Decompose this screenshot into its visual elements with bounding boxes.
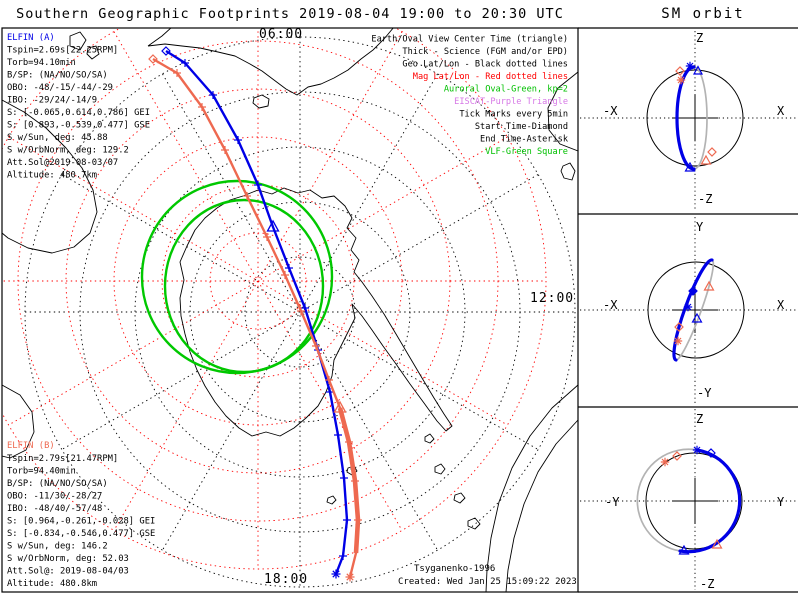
geographic-grid [24, 36, 576, 588]
legend-item: Tick Marks every 5min [459, 110, 568, 120]
elfin-b-panel: ELFIN (B) Tspin=2.79s[21.47RPM] Torb=94.… [7, 441, 155, 589]
legend-item: Geo Lat/Lon - Black dotted lines [402, 60, 568, 70]
legend-item: Start Time-Diamond [475, 122, 568, 132]
axis-label: Z [696, 412, 703, 426]
axis-label: -Z [700, 577, 714, 591]
sm-panel3-markers [660, 445, 723, 555]
legend-item: VLF-Green Square [485, 147, 568, 157]
page-title: Southern Geographic Footprints 2019-08-0… [16, 6, 564, 22]
auroral-oval [140, 179, 334, 375]
track-elfin-a [161, 46, 351, 579]
elfin-b-line: IBO: -48/40/-57/48 [7, 504, 102, 514]
elfin-b-line: Tspin=2.79s[21.47RPM] [7, 454, 118, 464]
coastlines [2, 28, 578, 592]
elfin-b-line: Att.Sol@: 2019-08-04/03 [7, 567, 129, 577]
sm-orbit-panel-xy: Y -X X -Y [580, 217, 797, 404]
elfin-b-line: B/SP: (NA/NO/SO/SA) [7, 479, 108, 489]
elfin-a-line: S w/OrbNorm, deg: 129.2 [7, 146, 129, 156]
elfin-b-line: S w/OrbNorm, deg: 52.03 [7, 554, 129, 564]
elfin-a-line: S: [0.893,-0.539,0.477] GSE [7, 121, 150, 131]
elfin-a-line: Altitude: 480.7km [7, 171, 97, 181]
mlt-label-top: 06:00 [259, 27, 303, 42]
elfin-b-label: ELFIN (B) [7, 441, 55, 451]
magnetic-grid [2, 28, 547, 570]
legend-item: Mag Lat/Lon - Red dotted lines [413, 72, 568, 82]
elfin-a-line: B/SP: (NA/NO/SO/SA) [7, 71, 108, 81]
legend-item: Earth/Oval View Center Time (triangle) [371, 35, 568, 45]
elfin-b-line: S w/Sun, deg: 146.2 [7, 542, 108, 552]
elfin-a-panel: ELFIN (A) Tspin=2.69s[22.25RPM] Torb=94.… [7, 33, 150, 181]
legend-item: EISCAT-Purple Triangle [454, 97, 568, 107]
axis-label: Y [696, 220, 704, 234]
elfin-a-line: IBO: -29/24/-14/9 [7, 96, 97, 106]
axis-label: X [777, 298, 785, 312]
elfin-a-line: S: [-0.065,0.614,0.786] GEI [7, 108, 150, 118]
mlt-label-bottom: 18:00 [264, 572, 308, 587]
axis-label: Y [777, 495, 785, 509]
sm-orbit-panel-xz: Z -X X -Z [580, 31, 797, 211]
elfin-b-line: S: [0.964,-0.261,-0.028] GEI [7, 517, 155, 527]
axis-label: -Y [697, 386, 712, 400]
created-timestamp: Created: Wed Jan 25 15:09:22 2023 [398, 577, 577, 587]
legend: Earth/Oval View Center Time (triangle) T… [371, 35, 568, 158]
elfin-b-line: Altitude: 480.8km [7, 579, 97, 589]
legend-item: Auroral Oval-Green, kp=2 [444, 85, 568, 95]
sm-orbit-title: SM orbit [661, 6, 744, 22]
elfin-a-line: Torb=94.10min [7, 58, 76, 68]
mlt-label-right: 12:00 [530, 291, 574, 306]
elfin-b-line: OBO: -11/30/-28/27 [7, 492, 102, 502]
axis-label: -Z [698, 192, 712, 206]
track-elfin-b [148, 54, 362, 582]
elfin-a-line: OBO: -48/-15/-44/-29 [7, 83, 113, 93]
elfin-b-line: S: [-0.834,-0.546,0.477] GSE [7, 529, 155, 539]
axis-label: Z [696, 31, 703, 45]
elfin-a-line: S w/Sun, deg: 45.88 [7, 133, 108, 143]
model-credit: Tsyganenko-1996 [414, 564, 495, 574]
main-map [2, 28, 578, 592]
elfin-a-label: ELFIN (A) [7, 33, 55, 43]
axis-label: -Y [605, 495, 620, 509]
elfin-a-line: Tspin=2.69s[22.25RPM] [7, 46, 118, 56]
mlt-labels: 06:00 12:00 18:00 [259, 27, 574, 587]
axis-label: -X [603, 104, 618, 118]
sm-panel2-markers [673, 280, 715, 346]
sm-orbit-panel-yz: Z -Y Y -Z [580, 409, 797, 591]
sm-panel1-markers [675, 61, 717, 172]
axis-label: -X [603, 298, 618, 312]
axis-label: X [777, 104, 785, 118]
legend-item: End Time-Asterisk [480, 135, 569, 145]
elfin-b-line: Torb=94.40min [7, 467, 76, 477]
legend-item: Thick - Science (FGM and/or EPD) [402, 47, 568, 57]
panel-frames [1, 27, 798, 593]
elfin-a-line: Att.Sol@2019-08-03/07 [7, 158, 118, 168]
